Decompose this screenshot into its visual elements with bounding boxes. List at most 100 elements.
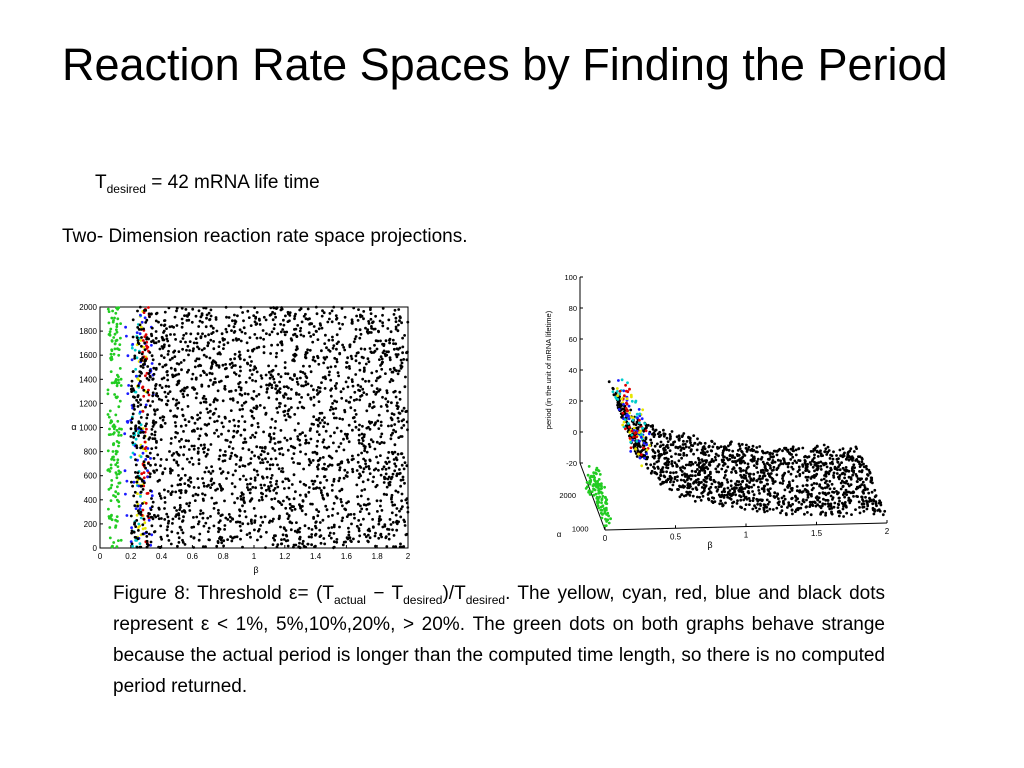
plot-2d-point — [197, 437, 201, 441]
plot-3d-point — [640, 417, 644, 421]
plot-2d-point — [379, 424, 383, 427]
plot-2d-point — [373, 349, 377, 353]
plot-2d-point — [368, 445, 372, 449]
plot-2d-point — [259, 515, 263, 519]
plot-3d-point — [796, 470, 800, 473]
plot-3d-point — [840, 501, 844, 505]
plot-3d-point — [599, 487, 603, 491]
plot-2d-point — [251, 485, 255, 489]
plot-2d-point — [331, 507, 335, 511]
plot-3d-point — [752, 493, 756, 497]
plot-2d-point — [205, 355, 208, 359]
plot-3d-point — [607, 521, 611, 525]
plot-3d-point — [843, 501, 847, 504]
plot-3d-point — [721, 503, 725, 507]
plot-2d-point — [217, 457, 221, 461]
plot-2d-point — [352, 416, 356, 419]
plot-2d-point — [294, 348, 298, 352]
plot-2d-point — [241, 464, 245, 467]
plot-2d-point — [317, 416, 321, 420]
plot-3d-point — [588, 493, 592, 496]
plot-2d-point — [221, 399, 225, 403]
plot-2d-point — [312, 415, 316, 419]
plot-2d-point — [336, 463, 340, 467]
plot-2d-point — [394, 395, 398, 399]
plot-3d-point — [723, 455, 726, 459]
plot-3d-point — [816, 498, 820, 502]
plot-2d-point — [390, 511, 394, 515]
plot-3d-point — [605, 502, 609, 505]
plot-2d-point — [380, 509, 384, 512]
plot-3d-point — [665, 470, 668, 474]
plot-2d-point — [133, 408, 136, 411]
plot-2d-point — [295, 345, 299, 349]
plot-3d-point — [837, 514, 841, 518]
plot-2d-point — [233, 322, 237, 325]
plot-2d-point — [349, 395, 353, 399]
plot-3d-point — [771, 477, 775, 481]
plot-2d-point — [359, 523, 363, 526]
plot-3d-point — [751, 499, 755, 502]
plot-2d-point — [177, 513, 181, 517]
plot-2d-point — [327, 338, 331, 342]
plot-2d-point — [401, 478, 405, 482]
plot-2d-point — [333, 431, 336, 435]
plot-3d-point — [639, 429, 642, 433]
plot-2d-point — [266, 452, 270, 455]
plot-2d-point — [319, 489, 323, 492]
plot-3d-point — [813, 469, 816, 473]
plot-2d-point — [385, 485, 389, 489]
plot-3d-point — [675, 435, 679, 439]
plot-2d-point — [404, 375, 407, 379]
plot-2d-point — [178, 503, 182, 507]
plot-3d-point — [631, 418, 635, 422]
plot-2d-point — [234, 469, 237, 473]
plot-2d-point — [389, 523, 393, 526]
plot-3d-point — [787, 480, 791, 484]
plot-3d-point — [780, 505, 783, 508]
plot-2d-point — [142, 463, 146, 467]
plot-3d-point — [740, 443, 744, 446]
plot-2d-point — [246, 349, 250, 352]
plot-3d-point — [648, 444, 651, 447]
plot-2d-point — [382, 349, 386, 353]
plot-2d-point — [159, 323, 163, 327]
plot-2d-point — [380, 441, 384, 444]
plot-2d-point — [241, 545, 244, 549]
plot-2d-point — [116, 465, 120, 468]
plot-3d-point — [804, 475, 808, 479]
plot-3d-point — [758, 445, 762, 448]
plot-2d-point — [402, 467, 406, 471]
plot-2d-point — [130, 417, 134, 420]
plot-2d-point — [318, 456, 322, 460]
plot-2d-point — [314, 532, 318, 536]
plot-3d-point — [625, 413, 629, 417]
plot-3d-point — [662, 428, 665, 432]
plot-3d-point — [605, 498, 608, 502]
plot-3d-point — [744, 503, 748, 506]
plot-3d-point — [822, 497, 825, 501]
plot-2d-point — [198, 532, 202, 536]
plot-2d-point — [238, 509, 242, 513]
plot-3d-point — [868, 471, 872, 475]
plot-3d-point — [685, 490, 689, 494]
plot-3d-point — [810, 483, 814, 487]
plot-2d-point — [260, 449, 264, 453]
plot-3d-point — [855, 474, 859, 478]
plot-2d-point — [213, 360, 217, 364]
plot-3d-point — [766, 488, 770, 491]
plot-2d-point — [361, 436, 364, 440]
plot-2d-point — [369, 317, 373, 321]
plot-2d-point — [163, 488, 166, 492]
plot-3d-point — [755, 466, 758, 469]
plot-2d-point — [175, 415, 179, 419]
plot-2d-point — [210, 483, 214, 486]
plot-2d-point — [154, 446, 158, 450]
plot-2d-point — [344, 380, 348, 384]
plot-2d-point — [174, 424, 178, 428]
plot-2d-point — [150, 326, 154, 330]
plot-2d-point — [362, 310, 366, 313]
plot-2d-point — [139, 513, 143, 516]
plot-2d-point — [403, 481, 406, 485]
plot-3d-point — [730, 456, 734, 459]
